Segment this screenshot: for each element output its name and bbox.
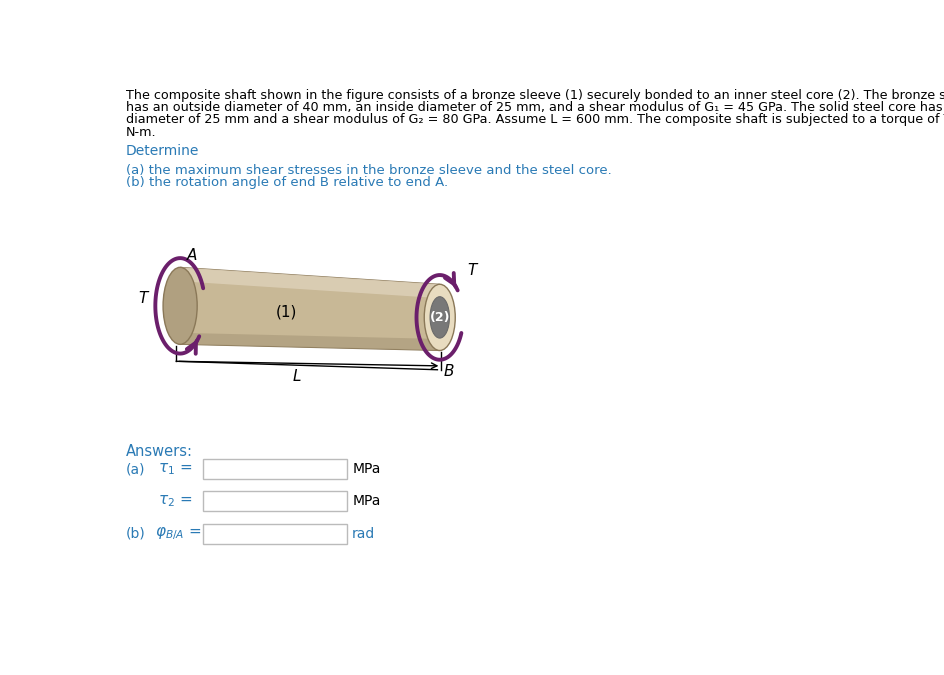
Text: T: T	[138, 291, 147, 306]
Text: $\tau_1$ =: $\tau_1$ =	[159, 461, 193, 477]
Text: rad: rad	[352, 526, 375, 541]
Text: A: A	[186, 248, 196, 263]
Text: (2): (2)	[429, 311, 449, 324]
Text: $\varphi_{B/A}$ =: $\varphi_{B/A}$ =	[155, 525, 202, 542]
Text: has an outside diameter of 40 mm, an inside diameter of 25 mm, and a shear modul: has an outside diameter of 40 mm, an ins…	[126, 101, 944, 114]
Text: Determine: Determine	[126, 144, 199, 158]
Text: (1): (1)	[276, 304, 297, 319]
Ellipse shape	[424, 284, 455, 350]
Ellipse shape	[163, 267, 197, 344]
Polygon shape	[180, 267, 439, 298]
Text: diameter of 25 mm and a shear modulus of G₂ = 80 GPa. Assume L = 600 mm. The com: diameter of 25 mm and a shear modulus of…	[126, 113, 944, 126]
Text: MPa: MPa	[352, 494, 380, 508]
Ellipse shape	[430, 297, 449, 338]
FancyBboxPatch shape	[203, 524, 346, 544]
Text: $\tau_2$ =: $\tau_2$ =	[159, 493, 193, 509]
Text: N-m.: N-m.	[126, 126, 157, 138]
Text: B: B	[443, 364, 454, 379]
Text: L: L	[293, 369, 301, 384]
Text: Answers:: Answers:	[126, 444, 193, 460]
Text: (b) the rotation angle of end B relative to end A.: (b) the rotation angle of end B relative…	[126, 176, 447, 190]
Text: MPa: MPa	[352, 462, 380, 476]
Text: T: T	[467, 263, 477, 278]
Polygon shape	[180, 267, 439, 350]
Text: (b): (b)	[126, 526, 145, 541]
Polygon shape	[180, 333, 439, 350]
FancyBboxPatch shape	[203, 459, 346, 479]
Text: (a): (a)	[126, 462, 145, 476]
Text: (a) the maximum shear stresses in the bronze sleeve and the steel core.: (a) the maximum shear stresses in the br…	[126, 164, 611, 177]
Text: The composite shaft shown in the figure consists of a bronze sleeve (1) securely: The composite shaft shown in the figure …	[126, 88, 944, 102]
FancyBboxPatch shape	[203, 491, 346, 512]
